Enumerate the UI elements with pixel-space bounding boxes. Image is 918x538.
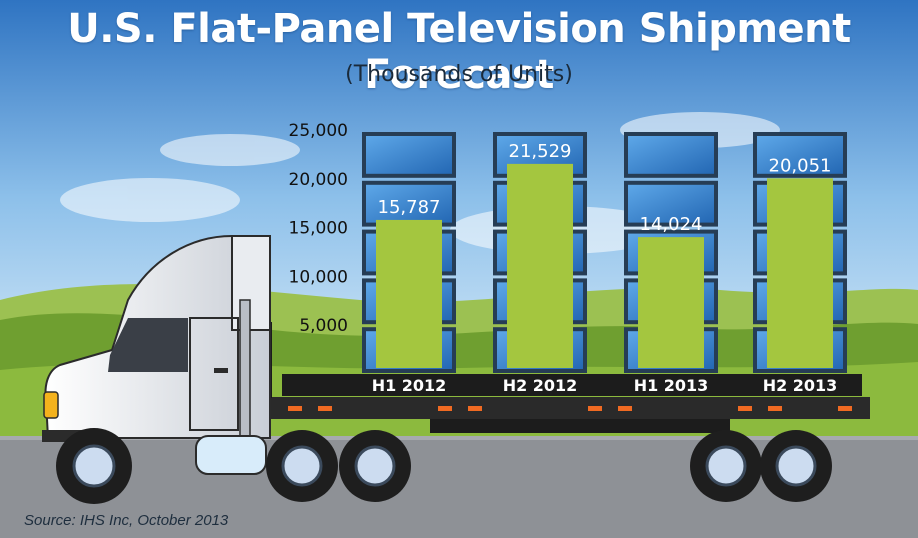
tv-frame — [362, 180, 456, 227]
tv-frame — [624, 180, 718, 227]
category-label: H1 2013 — [634, 376, 709, 395]
tv-frame — [753, 132, 847, 178]
trailer-deck — [282, 374, 862, 396]
trailer-bed — [268, 397, 870, 419]
headlight — [43, 391, 59, 419]
cab-window — [108, 318, 188, 372]
category-label: H2 2013 — [763, 376, 838, 395]
bar — [507, 163, 573, 368]
y-tick-label: 5,000 — [299, 316, 348, 336]
tv-frame — [362, 132, 456, 178]
bar-series — [376, 163, 833, 368]
exhaust-stack — [239, 299, 251, 441]
y-tick-label: 25,000 — [289, 121, 348, 141]
wheels — [56, 428, 832, 504]
y-tick-label: 10,000 — [289, 267, 348, 287]
road-edge — [0, 436, 918, 440]
trailer-underframe — [430, 419, 730, 433]
truck-cab — [42, 235, 271, 475]
bar-value-label: 15,787 — [378, 197, 441, 218]
chart-subtitle: (Thousands of Units) — [345, 62, 573, 87]
y-tick-label: 15,000 — [289, 219, 348, 239]
bar — [767, 178, 833, 368]
trailer-lights — [288, 406, 852, 411]
y-tick-label: 20,000 — [289, 170, 348, 190]
category-label: H2 2012 — [503, 376, 578, 395]
bar-value-label: 21,529 — [509, 141, 572, 162]
bar — [376, 219, 442, 368]
source-note: Source: IHS Inc, October 2013 — [24, 512, 229, 529]
door-handle — [214, 368, 228, 373]
y-axis: 5,000 10,000 15,000 20,000 25,000 — [289, 121, 348, 336]
cab-door — [189, 317, 239, 431]
bar-value-label: 14,024 — [640, 214, 703, 235]
category-label: H1 2012 — [372, 376, 447, 395]
tv-frame — [624, 132, 718, 178]
fuel-tank — [195, 435, 267, 475]
x-axis: H1 2012 H2 2012 H1 2013 H2 2013 — [372, 376, 838, 395]
bar — [638, 237, 704, 368]
chart-title: U.S. Flat-Panel Television Shipment Fore… — [67, 6, 851, 98]
bar-value-label: 20,051 — [769, 155, 832, 176]
value-labels: 15,787 21,529 14,024 20,051 — [378, 141, 832, 235]
